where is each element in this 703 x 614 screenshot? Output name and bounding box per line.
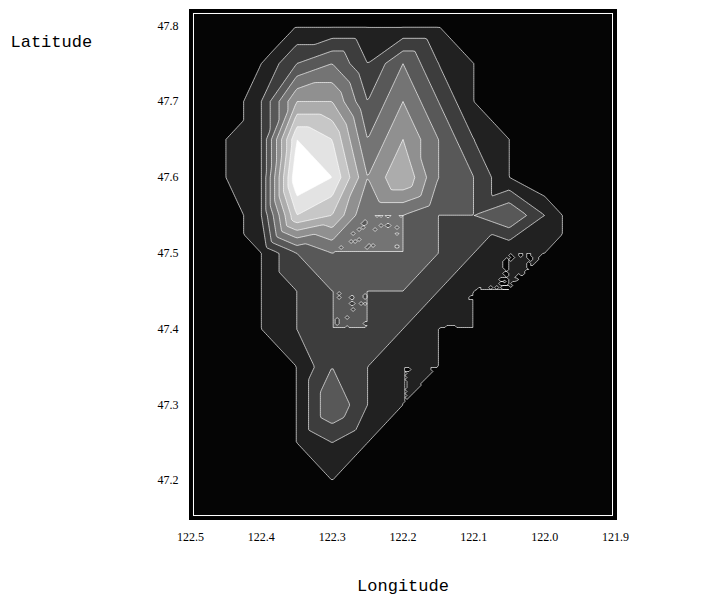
svg-text:122.2: 122.2: [390, 530, 417, 544]
svg-text:122.4: 122.4: [248, 530, 275, 544]
svg-text:Longitude: Longitude: [357, 577, 449, 596]
svg-text:47.5: 47.5: [158, 246, 179, 260]
svg-text:Latitude: Latitude: [11, 33, 93, 52]
svg-text:122.0: 122.0: [531, 530, 558, 544]
svg-text:47.2: 47.2: [158, 473, 179, 487]
svg-text:47.8: 47.8: [158, 19, 179, 33]
svg-text:122.1: 122.1: [460, 530, 487, 544]
svg-text:121.9: 121.9: [602, 530, 629, 544]
svg-text:47.4: 47.4: [158, 322, 179, 336]
svg-text:47.3: 47.3: [158, 398, 179, 412]
svg-text:122.3: 122.3: [319, 530, 346, 544]
svg-text:47.7: 47.7: [158, 94, 179, 108]
svg-text:122.5: 122.5: [177, 530, 204, 544]
svg-text:47.6: 47.6: [158, 170, 179, 184]
